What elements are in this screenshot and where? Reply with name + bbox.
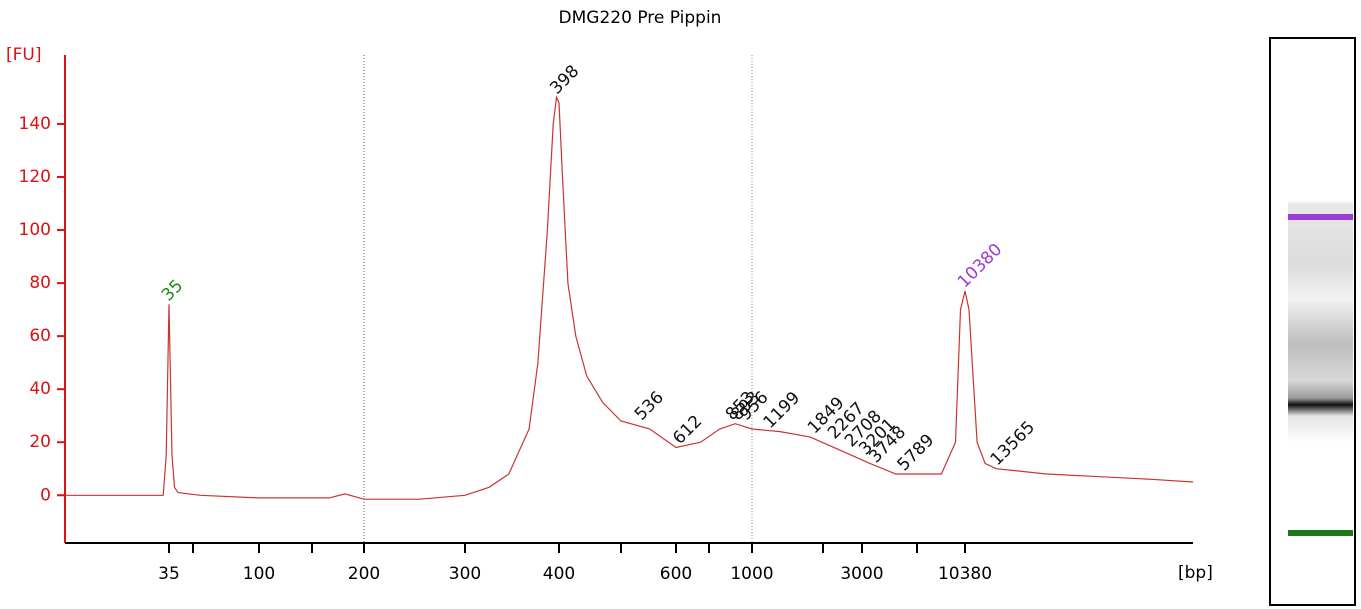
y-tick-label: 0	[40, 485, 51, 505]
x-tick-label: 400	[543, 564, 575, 584]
gel-upper-marker	[1288, 214, 1353, 220]
y-tick-label: 40	[29, 379, 51, 399]
y-tick-label: 60	[29, 326, 51, 346]
x-tick-label: 100	[243, 564, 275, 584]
y-tick-label: 140	[19, 114, 51, 134]
peak-label: 10380	[954, 240, 1006, 292]
x-tick-label: 200	[348, 564, 380, 584]
x-tick-label: 3000	[840, 564, 883, 584]
y-tick-label: 20	[29, 432, 51, 452]
peak-label: 398	[546, 61, 583, 98]
x-tick-label: 1000	[730, 564, 773, 584]
x-tick-label: 10380	[938, 564, 992, 584]
y-tick-label: 100	[19, 220, 51, 240]
chart-title: DMG220 Pre Pippin	[559, 8, 722, 28]
x-axis-label: [bp]	[1178, 563, 1213, 583]
y-axis-label: [FU]	[6, 45, 42, 65]
y-tick-label: 120	[19, 167, 51, 187]
x-tick-label: 35	[158, 564, 180, 584]
peak-label: 1199	[760, 388, 805, 433]
peak-label: 536	[631, 388, 668, 425]
x-tick-label: 300	[449, 564, 481, 584]
gel-band-image	[1288, 128, 1353, 578]
x-tick-label: 600	[660, 564, 692, 584]
gel-lower-marker	[1288, 530, 1353, 536]
gel-lane	[1269, 37, 1356, 606]
trace	[65, 95, 1194, 500]
peak-label: 35	[158, 276, 187, 305]
peak-label: 13565	[987, 417, 1039, 469]
y-tick-label: 80	[29, 273, 51, 293]
peak-label: 612	[669, 412, 706, 449]
